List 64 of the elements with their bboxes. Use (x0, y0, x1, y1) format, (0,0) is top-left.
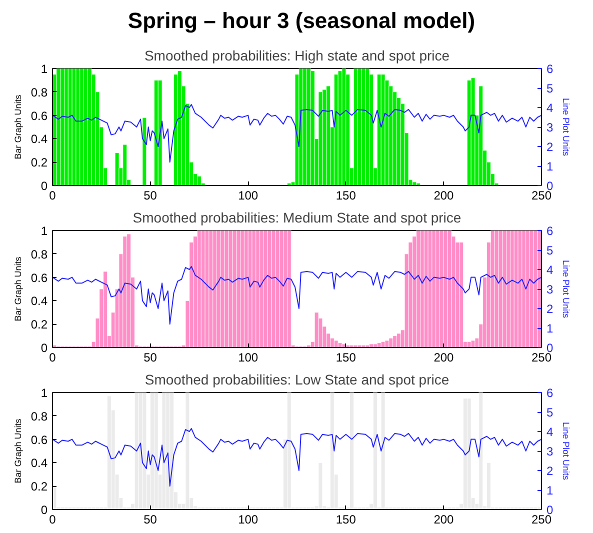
y-tick-label: 0.2 (30, 480, 48, 494)
x-tick-label: 100 (238, 512, 258, 526)
y-tick-label: 0.4 (30, 132, 48, 146)
y2-tick-label: 4 (546, 263, 554, 277)
x-tick-label: 50 (144, 350, 158, 364)
x-tick-label: 100 (238, 350, 258, 364)
y2-tick-label: 4 (546, 425, 554, 439)
y-tick-label: 0 (40, 341, 48, 355)
y-tick-label: 0.4 (30, 456, 48, 470)
y2-tick-label: 1 (546, 322, 554, 336)
x-tick-label: 200 (434, 512, 454, 526)
x-tick-label: 50 (144, 188, 158, 202)
x-tick-label: 250 (531, 188, 552, 202)
x-tick-label: 250 (531, 512, 552, 526)
y-tick-label: 1 (40, 386, 48, 400)
y-tick-label: 0.8 (30, 409, 48, 424)
y-tick-label: 0.8 (30, 85, 48, 100)
y2-tick-label: 2 (546, 140, 554, 154)
x-tick-label: 50 (144, 512, 158, 526)
y-tick-label: 0.8 (30, 247, 48, 262)
y-tick-label: 0 (40, 179, 48, 193)
text: Spring – hour 3 (seasonal model) (126, 7, 476, 35)
x-tick-label: 150 (336, 350, 356, 364)
x-tick-label: 0 (49, 188, 56, 202)
x-tick-label: 100 (238, 188, 258, 202)
y2-tick-label: 6 (546, 224, 554, 238)
chart-title: Smoothed probabilities: High state and spot price (144, 48, 450, 64)
y2-tick-label: 5 (546, 82, 554, 96)
y2-tick-label: 5 (546, 244, 554, 258)
y2-axis-title: Line Plot Units (561, 422, 572, 481)
y-tick-label: 1 (40, 224, 48, 238)
y-axis-title: Bar Graph Units (12, 418, 23, 484)
y-axis-title: Bar Graph Units (12, 94, 23, 160)
x-tick-label: 250 (531, 350, 552, 364)
y-tick-label: 0.4 (30, 294, 48, 308)
y2-axis-title: Line Plot Units (561, 260, 572, 319)
y-tick-label: 0 (40, 503, 48, 517)
chart-title: Smoothed probabilities: Low State and spot price (144, 372, 450, 388)
x-tick-label: 150 (336, 188, 356, 202)
y-tick-label: 0.2 (30, 318, 48, 332)
x-tick-label: 200 (434, 188, 454, 202)
y2-tick-label: 2 (546, 302, 554, 316)
y2-tick-label: 5 (546, 406, 554, 420)
chart-title: Smoothed probabilities: Medium State and spot price (132, 210, 462, 226)
y-tick-label: 0.2 (30, 156, 48, 170)
y2-tick-label: 6 (546, 386, 554, 400)
y2-tick-label: 4 (546, 101, 554, 115)
y-tick-label: 0.6 (30, 270, 48, 285)
y2-tick-label: 2 (546, 464, 554, 478)
x-tick-label: 0 (49, 512, 56, 526)
y2-tick-label: 1 (546, 160, 554, 174)
y2-tick-label: 6 (546, 62, 554, 76)
y2-axis-title: Line Plot Units (561, 98, 572, 157)
y2-tick-label: 3 (546, 444, 554, 458)
y-tick-label: 0.6 (30, 108, 48, 123)
x-tick-label: 200 (434, 350, 454, 364)
x-tick-label: 150 (336, 512, 356, 526)
y2-tick-label: 3 (546, 282, 554, 296)
y-tick-label: 0.6 (30, 432, 48, 447)
y2-tick-label: 3 (546, 120, 554, 134)
y2-tick-label: 1 (546, 484, 554, 498)
y-tick-label: 1 (40, 62, 48, 76)
y-axis-title: Bar Graph Units (12, 256, 23, 322)
x-tick-label: 0 (49, 350, 56, 364)
